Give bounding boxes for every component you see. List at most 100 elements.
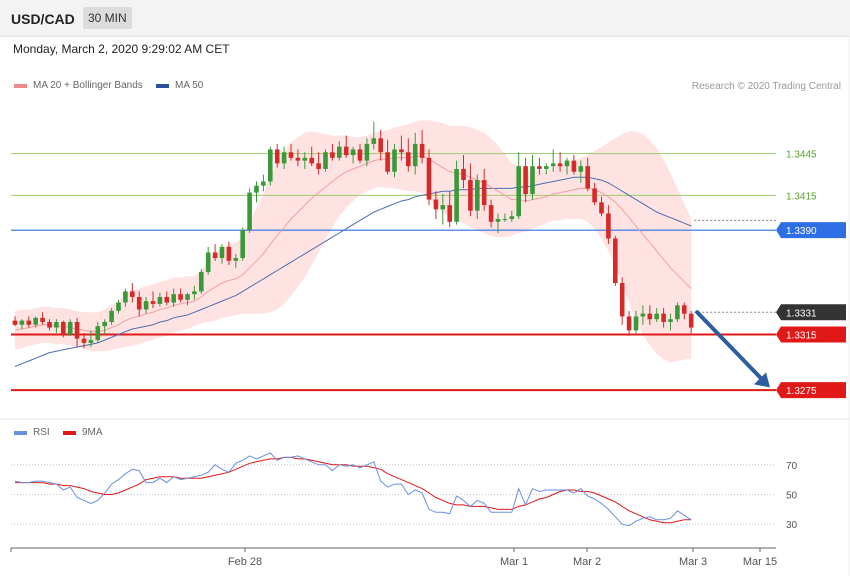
level-tag-1-3331: [776, 304, 846, 321]
candle-body: [150, 301, 156, 304]
candle-body: [378, 138, 383, 153]
candle-body: [281, 152, 287, 164]
candle-body: [454, 168, 459, 222]
candle-body: [219, 246, 225, 258]
candle-body: [95, 326, 101, 341]
level-label-1-3390: 1.3390: [786, 226, 817, 237]
candle-body: [40, 317, 45, 322]
candle-body: [261, 181, 266, 186]
candle-body: [633, 316, 639, 331]
candle-body: [309, 157, 314, 164]
candle-body: [74, 322, 80, 339]
x-axis-label: Feb 28: [228, 556, 262, 568]
candle-body: [502, 219, 508, 221]
candle-body: [102, 322, 107, 327]
x-axis-label: Mar 1: [500, 556, 528, 568]
candle-body: [675, 305, 680, 320]
candle-body: [419, 143, 425, 158]
candle-body: [619, 283, 625, 317]
candle-body: [123, 291, 128, 303]
candle-body: [268, 149, 273, 182]
candle-body: [343, 146, 349, 156]
candle-body: [606, 213, 611, 239]
candle-body: [564, 160, 570, 167]
candle-body: [406, 152, 411, 167]
candle-body: [578, 166, 584, 172]
candle-body: [433, 199, 439, 210]
candle-body: [364, 143, 370, 161]
candle-body: [116, 302, 121, 311]
forecast-arrowhead: [754, 372, 770, 388]
candle-body: [481, 180, 487, 206]
candle-body: [682, 305, 687, 314]
candle-body: [440, 205, 446, 210]
candle-body: [688, 313, 694, 328]
level-label-1-3315: 1.3315: [786, 331, 817, 342]
legend-rsi-ma: 9MA: [63, 427, 103, 438]
candle-body: [205, 252, 211, 272]
candle-body: [247, 192, 252, 231]
candle-body: [12, 320, 18, 325]
x-axis-label: Mar 15: [743, 556, 777, 568]
candle-body: [254, 185, 259, 193]
candle-body: [475, 180, 480, 211]
candle-body: [523, 166, 528, 194]
candle-body: [33, 317, 38, 325]
x-axis-label: Mar 3: [679, 556, 707, 568]
candle-body: [26, 320, 32, 325]
candle-body: [109, 310, 114, 322]
candle-body: [537, 166, 542, 169]
candle-body: [550, 163, 556, 167]
candle-body: [164, 296, 170, 303]
candle-body: [544, 166, 549, 169]
candle-body: [185, 294, 190, 300]
candle-body: [323, 152, 328, 169]
candle-body: [468, 180, 473, 211]
candle-body: [613, 238, 618, 284]
level-label-1-3415: 1.3415: [786, 191, 817, 202]
candle-body: [495, 219, 501, 222]
rsi-line: [14, 452, 692, 527]
candle-body: [136, 296, 142, 310]
ma50-line: [14, 176, 692, 367]
candle-body: [654, 313, 659, 320]
level-tag-1-3315: [776, 326, 846, 343]
timestamp: Monday, March 2, 2020 9:29:02 AM CET: [13, 42, 230, 56]
candle-body: [67, 322, 73, 335]
candle-body: [392, 149, 397, 172]
x-axis-label: Mar 2: [573, 556, 601, 568]
candle-body: [426, 157, 432, 200]
chart-header: USD/CAD 30 MIN: [0, 0, 850, 37]
rsi-tick-30: 30: [786, 520, 798, 531]
symbol-label: USD/CAD: [11, 11, 75, 27]
legend-ma20-swatch: [14, 83, 27, 88]
rsi-tick-70: 70: [786, 461, 798, 472]
legend-rsi-swatch: [14, 430, 27, 435]
candle-body: [226, 246, 232, 261]
legend-ma50: MA 50: [156, 80, 203, 91]
candle-body: [571, 160, 577, 172]
candle-body: [192, 291, 197, 295]
candle-body: [592, 188, 597, 203]
candle-body: [668, 319, 673, 322]
candle-body: [557, 163, 563, 167]
candle-body: [19, 320, 25, 325]
candle-body: [61, 322, 66, 335]
timeframe-button[interactable]: 30 MIN: [83, 7, 132, 29]
candle-body: [640, 313, 646, 317]
candle-body: [143, 301, 149, 310]
legend-ma50-swatch: [156, 83, 169, 88]
candle-body: [357, 149, 363, 161]
level-label-1-3331: 1.3331: [786, 308, 817, 319]
candle-body: [302, 157, 308, 161]
candle-body: [233, 258, 239, 261]
legend-ma20-label: MA 20 + Bollinger Bands: [33, 80, 143, 91]
legend-ma50-label: MA 50: [175, 80, 204, 91]
candle-body: [157, 296, 163, 304]
candle-body: [585, 166, 590, 189]
candle-body: [626, 316, 632, 331]
candle-body: [88, 340, 94, 343]
candle-body: [295, 157, 301, 161]
candle-body: [399, 149, 404, 153]
